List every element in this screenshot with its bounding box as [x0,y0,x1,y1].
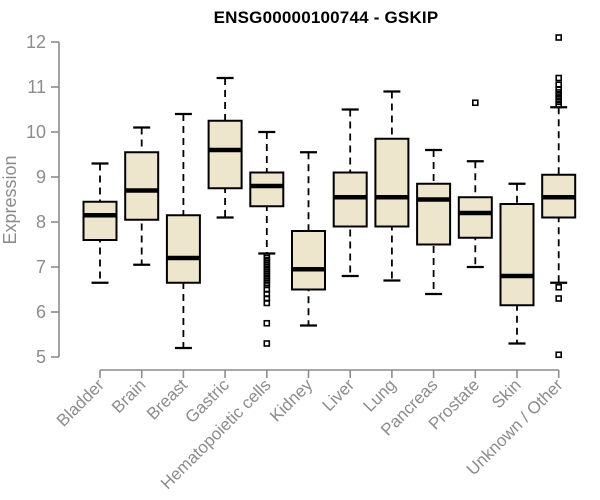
outlier-unknown-other-11 [555,351,563,359]
x-tick-label-skin: Skin [488,375,525,412]
chart-title: ENSG00000100744 - GSKIP [213,8,439,27]
outlier-prostate-0 [471,99,479,107]
box-lung [374,137,410,228]
box-brain [124,151,160,221]
outlier-unknown-other-1 [555,74,563,82]
outlier-unknown-other-10 [555,295,563,302]
y-axis-label: Expression [0,155,20,244]
box-hematopoietic-cells [249,171,285,208]
y-tick-label: 9 [36,167,46,187]
outlier-hematopoietic-cells-17 [263,299,271,307]
box-pancreas [416,182,452,246]
box-breast [165,214,201,284]
y-tick-label: 8 [36,212,46,232]
outlier-hematopoietic-cells-18 [263,319,271,327]
y-tick-label: 10 [26,122,46,142]
box-prostate [457,196,493,239]
box-skin [499,203,535,307]
y-tick-label: 12 [26,32,46,52]
outlier-hematopoietic-cells-19 [263,340,271,347]
x-tick-label-liver: Liver [319,375,359,415]
y-tick-label: 7 [36,257,46,277]
y-tick-label: 11 [27,77,46,97]
box-gastric [207,119,243,190]
outlier-unknown-other-9 [555,283,563,291]
y-tick-label: 6 [36,302,46,322]
box-kidney [291,230,326,291]
outlier-unknown-other-0 [555,34,563,41]
outlier-unknown-other-8 [555,101,563,109]
x-tick-label-bladder: Bladder [53,375,108,430]
x-tick-label-kidney: Kidney [266,375,317,426]
box-bladder [82,200,118,241]
y-tick-label: 5 [36,347,46,367]
